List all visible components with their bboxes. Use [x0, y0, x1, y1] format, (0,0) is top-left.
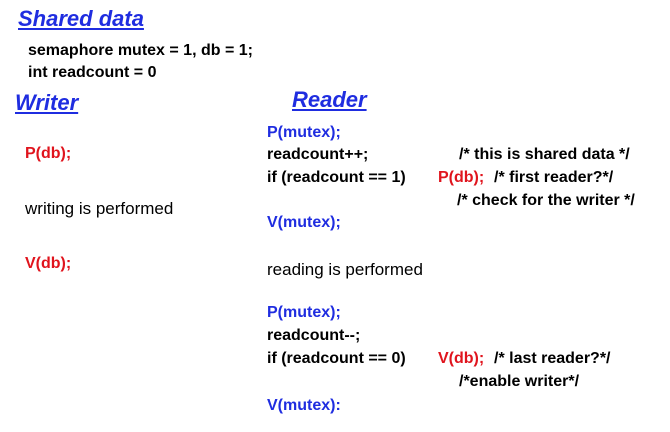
- writer-p-db: P(db);: [25, 145, 72, 162]
- reader-if-first: if (readcount == 1): [267, 169, 406, 186]
- reader-last-reader-comment: /* last reader?*/: [494, 350, 611, 367]
- reader-v-mutex-exit: V(mutex):: [267, 397, 341, 414]
- shared-declaration-readcount: int readcount = 0: [28, 64, 157, 81]
- reader-check-writer-comment: /* check for the writer */: [457, 192, 635, 209]
- reader-p-mutex-entry: P(mutex);: [267, 124, 341, 141]
- reader-first-reader-comment: /* first reader?*/: [494, 169, 614, 186]
- reader-readcount-decrement: readcount--;: [267, 327, 361, 344]
- writer-body: writing is performed: [25, 199, 174, 218]
- shared-declaration-semaphores: semaphore mutex = 1, db = 1;: [28, 42, 253, 59]
- reader-enable-writer-comment: /*enable writer*/: [459, 373, 580, 390]
- shared-data-heading: Shared data: [18, 6, 144, 31]
- writer-heading: Writer: [15, 90, 79, 115]
- reader-p-db: P(db);: [438, 169, 485, 186]
- reader-body: reading is performed: [267, 260, 423, 279]
- reader-v-mutex-entry: V(mutex);: [267, 214, 341, 231]
- reader-readcount-increment: readcount++;: [267, 146, 369, 163]
- writer-v-db: V(db);: [25, 255, 72, 272]
- reader-heading: Reader: [292, 87, 367, 112]
- reader-v-db: V(db);: [438, 350, 485, 367]
- reader-if-last: if (readcount == 0): [267, 350, 406, 367]
- reader-p-mutex-exit: P(mutex);: [267, 304, 341, 321]
- reader-shared-comment: /* this is shared data */: [459, 146, 630, 163]
